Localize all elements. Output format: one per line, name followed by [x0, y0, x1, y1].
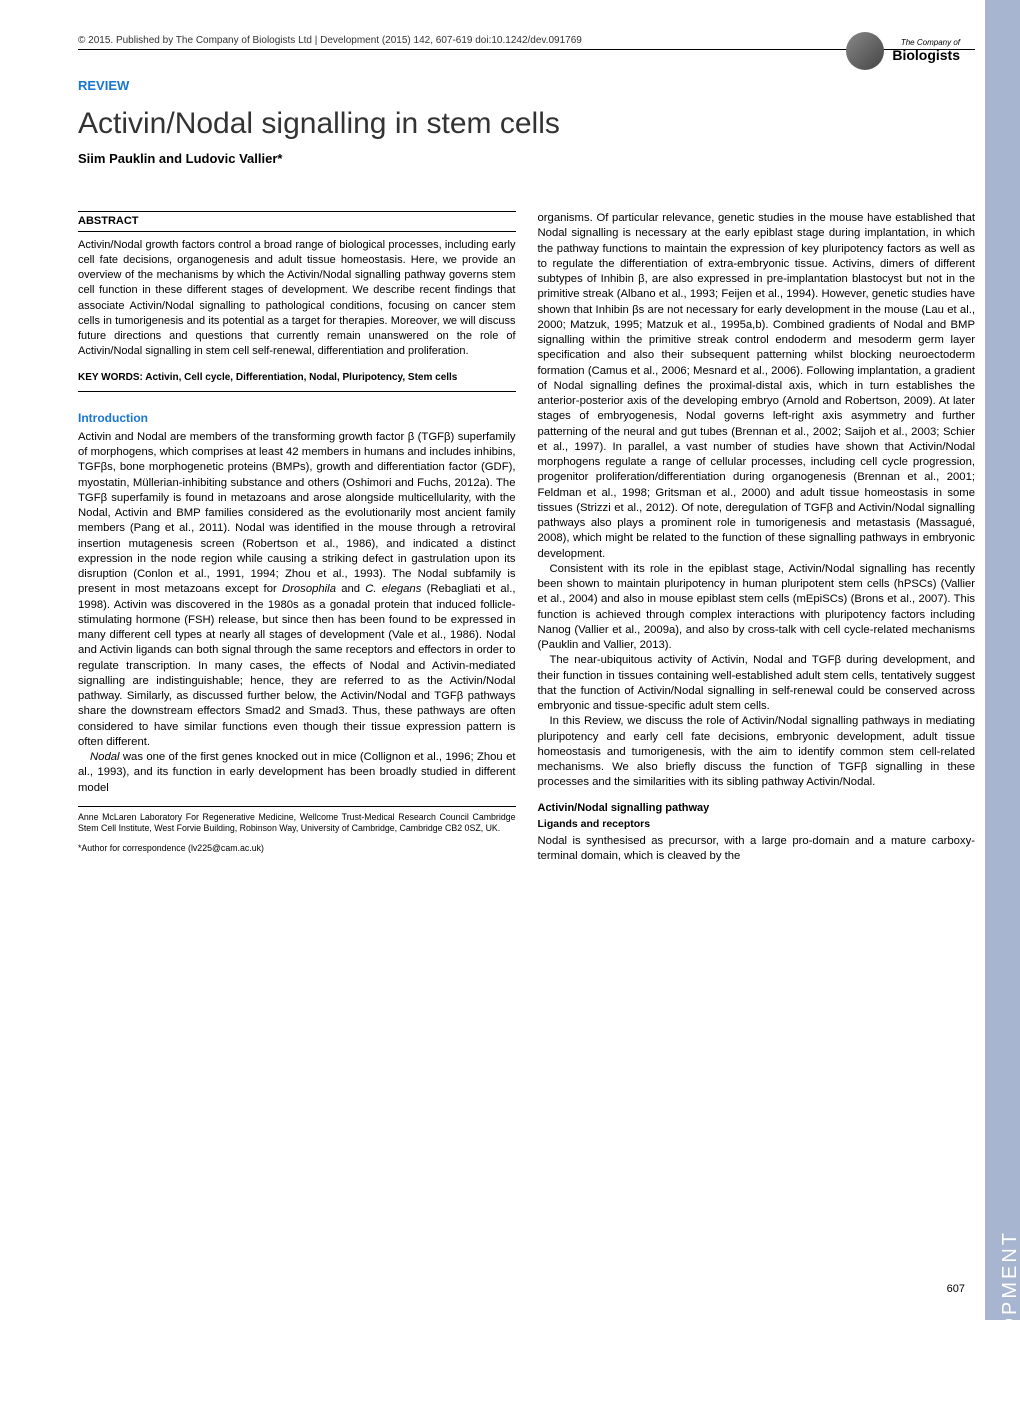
introduction-heading: Introduction: [78, 410, 516, 426]
section2-heading: Activin/Nodal signalling pathway: [538, 801, 976, 816]
abstract-text: Activin/Nodal growth factors control a b…: [78, 238, 516, 359]
right-para2: Consistent with its role in the epiblast…: [538, 562, 976, 654]
keywords-text: Activin, Cell cycle, Differentiation, No…: [145, 372, 457, 383]
article-type: REVIEW: [78, 78, 975, 93]
logo-text: The Company of Biologists: [892, 38, 960, 63]
article-authors: Siim Pauklin and Ludovic Vallier*: [78, 151, 975, 166]
side-banner-text: DEVELOPMENT: [999, 1230, 1020, 1414]
keywords: KEY WORDS: Activin, Cell cycle, Differen…: [78, 371, 516, 392]
correspondence: *Author for correspondence (lv225@cam.ac…: [78, 843, 516, 855]
abstract-heading: ABSTRACT: [78, 211, 516, 232]
left-column: ABSTRACT Activin/Nodal growth factors co…: [78, 211, 516, 864]
intro-para2: Nodal was one of the first genes knocked…: [78, 750, 516, 796]
right-para1: organisms. Of particular relevance, gene…: [538, 211, 976, 562]
right-para3: The near-ubiquitous activity of Activin,…: [538, 653, 976, 714]
publisher-logo: The Company of Biologists: [840, 32, 960, 70]
affiliation: Anne McLaren Laboratory For Regenerative…: [78, 806, 516, 835]
right-column: organisms. Of particular relevance, gene…: [538, 211, 976, 864]
section2-text: Nodal is synthesised as precursor, with …: [538, 834, 976, 865]
article-title: Activin/Nodal signalling in stem cells: [78, 107, 975, 141]
right-body: organisms. Of particular relevance, gene…: [538, 211, 976, 791]
content-columns: ABSTRACT Activin/Nodal growth factors co…: [78, 211, 975, 864]
section2-subheading: Ligands and receptors: [538, 817, 976, 831]
page-number: 607: [947, 1283, 965, 1295]
right-para4: In this Review, we discuss the role of A…: [538, 714, 976, 790]
logo-icon: [846, 32, 884, 70]
side-banner: DEVELOPMENT: [985, 0, 1020, 1320]
introduction-body: Activin and Nodal are members of the tra…: [78, 430, 516, 796]
intro-para1: Activin and Nodal are members of the tra…: [78, 430, 516, 750]
keywords-label: KEY WORDS:: [78, 372, 143, 383]
